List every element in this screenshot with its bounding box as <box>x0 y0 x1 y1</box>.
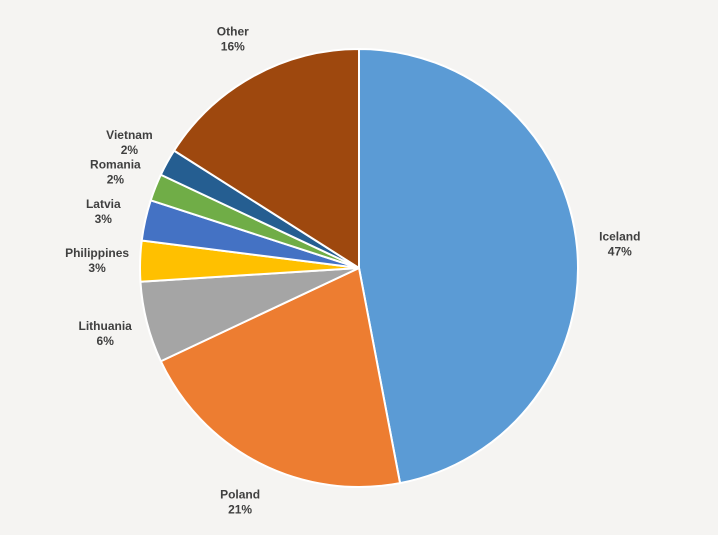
data-label-value: 3% <box>88 261 106 275</box>
data-label-value: 16% <box>221 39 245 53</box>
data-label-value: 2% <box>107 173 125 187</box>
pie-slice-other <box>173 48 360 269</box>
pie-slice-iceland <box>358 48 579 485</box>
data-label-category: Philippines <box>65 246 129 260</box>
data-label-category: Poland <box>220 487 260 501</box>
data-label-value: 3% <box>95 212 113 226</box>
data-label-category: Vietnam <box>106 128 152 142</box>
data-label-value: 2% <box>121 143 139 157</box>
data-label-value: 47% <box>608 244 632 258</box>
data-label-category: Lithuania <box>79 319 133 333</box>
pie-slices <box>139 48 579 488</box>
data-label-category: Other <box>217 24 249 38</box>
data-label-category: Romania <box>90 158 141 172</box>
data-label-category: Latvia <box>86 197 121 211</box>
data-label-value: 6% <box>97 334 115 348</box>
data-label-value: 21% <box>228 502 252 516</box>
pie-slice-poland <box>159 267 402 488</box>
data-label-category: Iceland <box>599 229 640 243</box>
